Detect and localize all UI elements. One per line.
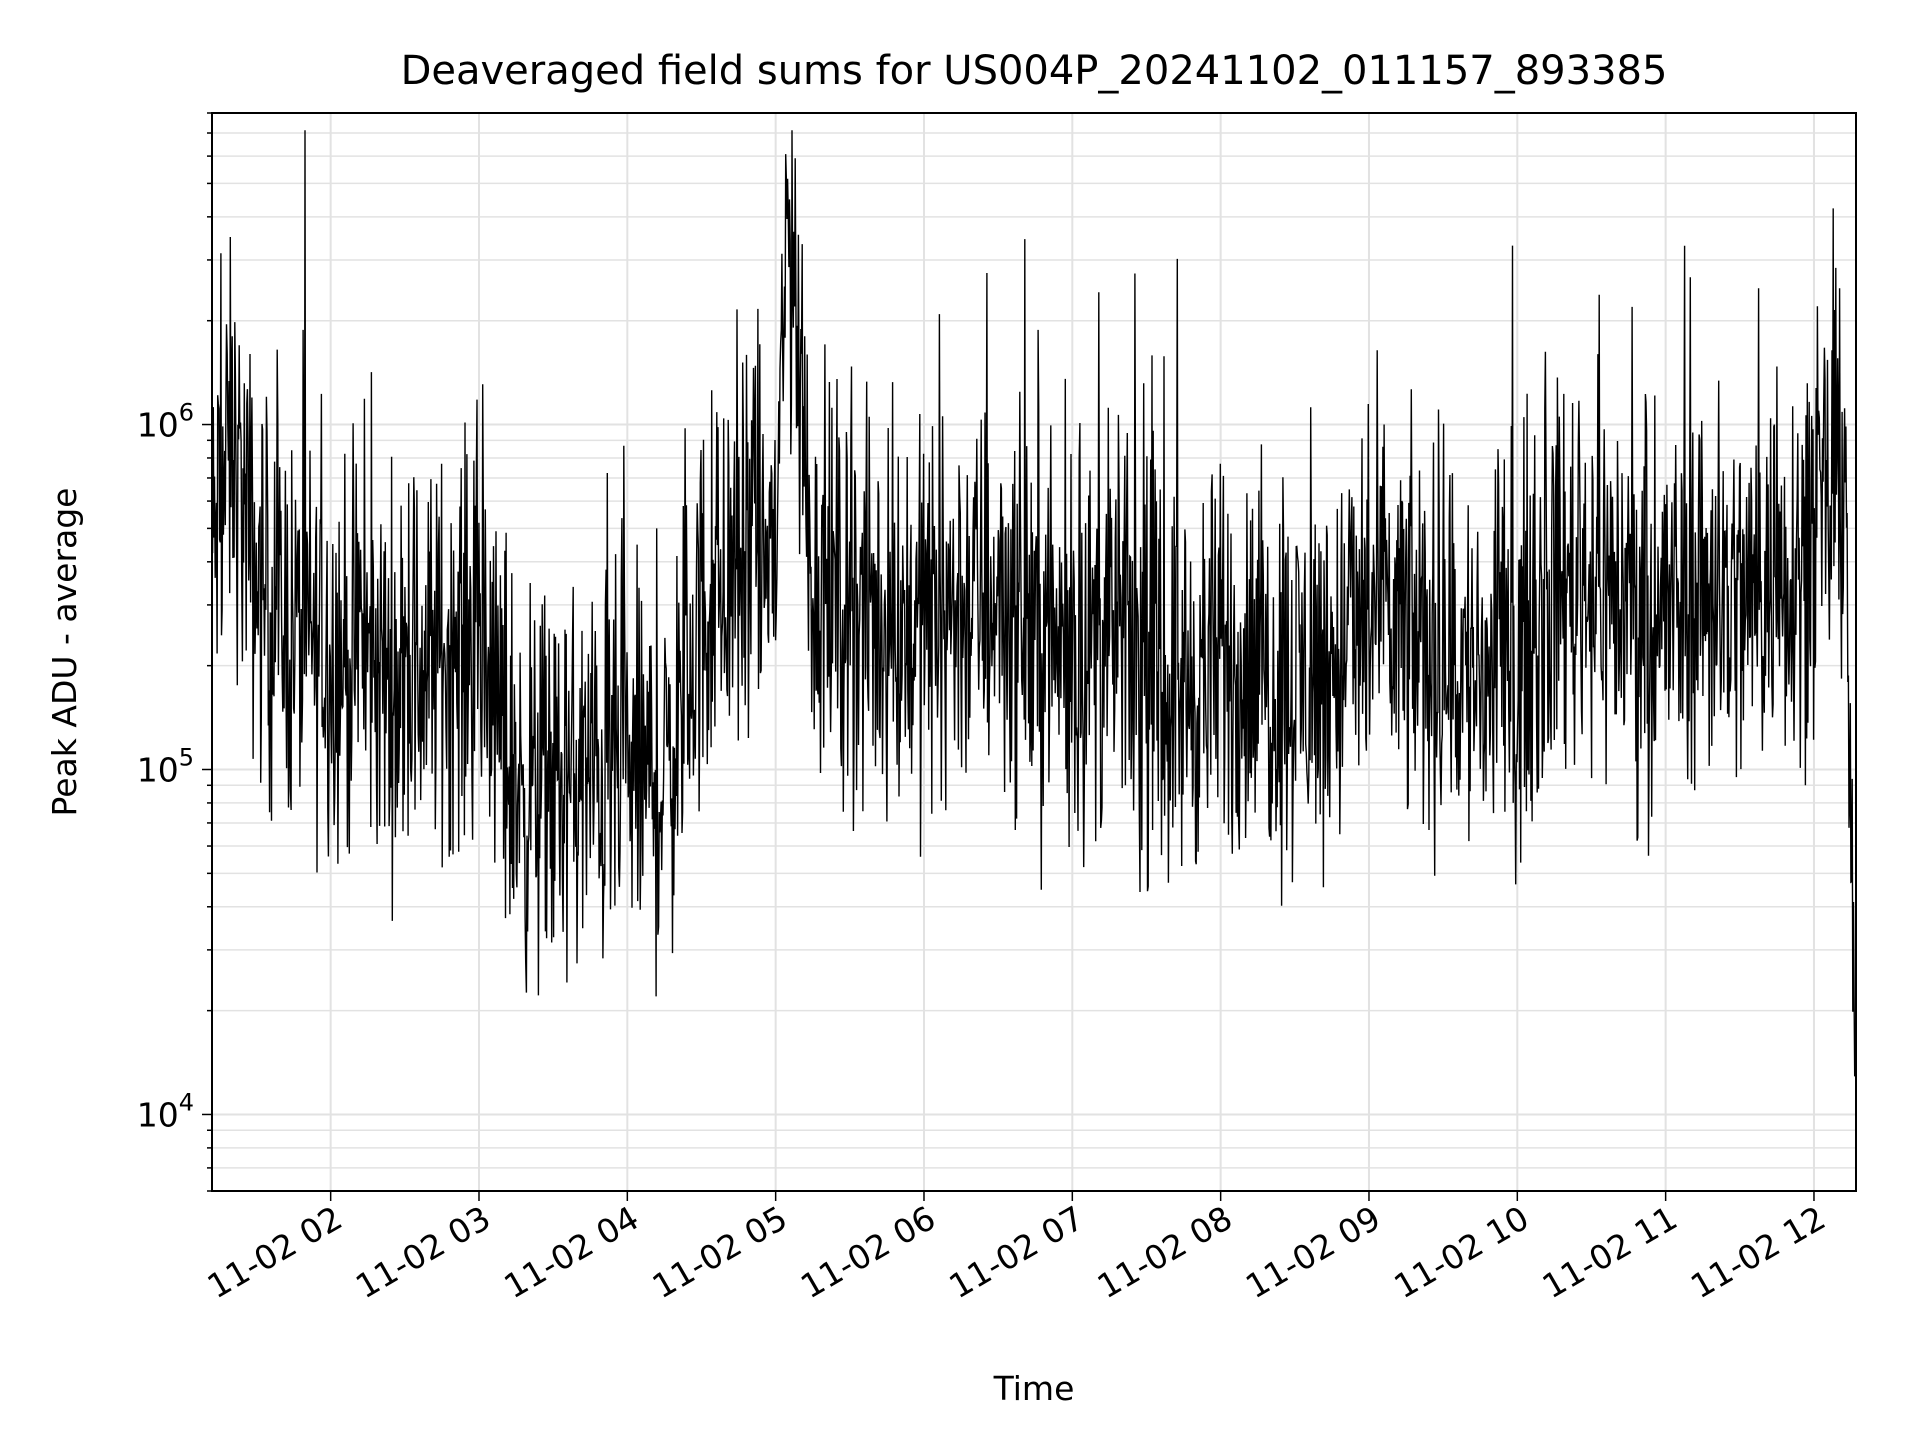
x-axis-ticks: 11-02 02 11-02 03 11-02 04 11-02 05 11-02 06… — [201, 1191, 1832, 1306]
x-tick-label: 11-02 03 — [349, 1198, 497, 1306]
y-axis-label: Peak ADU - average — [45, 488, 84, 817]
x-tick-label: 11-02 05 — [646, 1198, 794, 1306]
y-axis-ticks: 104 105 106 — [137, 112, 212, 1192]
x-tick-label: 11-02 07 — [942, 1198, 1090, 1306]
plot-frame — [211, 112, 1857, 1192]
y-tick-label: 105 — [137, 744, 194, 790]
x-tick-label: 11-02 12 — [1684, 1198, 1832, 1306]
x-tick-label: 11-02 08 — [1091, 1198, 1239, 1306]
x-axis-label: Time — [993, 1369, 1075, 1408]
series-line — [211, 130, 1857, 1104]
x-tick-label: 11-02 11 — [1536, 1198, 1684, 1306]
x-tick-label: 11-02 09 — [1239, 1198, 1387, 1306]
x-tick-label: 11-02 10 — [1387, 1198, 1535, 1306]
y-tick-label: 104 — [137, 1088, 194, 1134]
y-tick-label: 106 — [137, 399, 194, 445]
x-tick-label: 11-02 06 — [794, 1198, 942, 1306]
x-tick-label: 11-02 02 — [201, 1198, 349, 1306]
grid — [212, 112, 1856, 1192]
chart-title: Deaveraged field sums for US004P_2024110… — [401, 48, 1668, 94]
x-tick-label: 11-02 04 — [497, 1198, 645, 1306]
